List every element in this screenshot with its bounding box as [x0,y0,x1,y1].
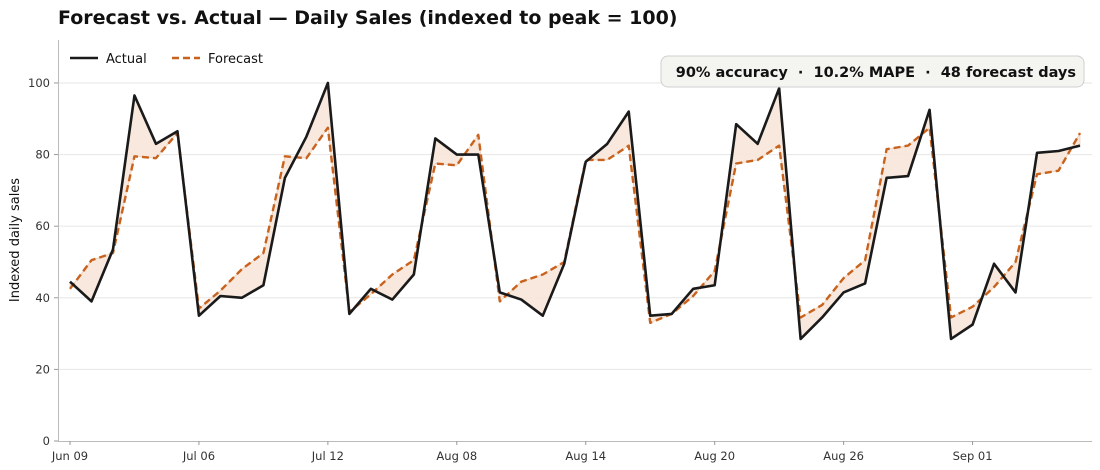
legend-label-forecast: Forecast [208,52,263,67]
y-tick-label: 100 [28,76,50,90]
legend-label-actual: Actual [106,52,147,67]
x-tick-label: Aug 08 [436,449,477,463]
y-tick-label: 40 [35,291,50,305]
y-axis-ticks: 0 20 40 60 80 100 [28,76,58,448]
x-tick-label: Jul 06 [182,449,215,463]
grid-lines [58,82,1092,370]
y-tick-label: 0 [43,434,50,448]
chart-title: Forecast vs. Actual — Daily Sales (index… [58,7,677,29]
y-tick-label: 60 [35,219,50,233]
x-tick-label: Sep 01 [953,449,993,463]
y-tick-label: 20 [35,362,50,376]
x-tick-label: Jun 09 [51,449,88,463]
accuracy-badge: 90% accuracy · 10.2% MAPE · 48 forecast … [660,55,1085,88]
series-line-actual [69,81,1081,341]
y-axis-label: Indexed daily sales [8,178,23,302]
y-tick-label: 80 [35,148,50,162]
legend: Actual Forecast [70,52,263,67]
x-tick-label: Aug 26 [823,449,864,463]
accuracy-badge-box [660,55,1085,88]
x-axis-ticks: Jun 09 Jul 06 Jul 12 Aug 08 Aug 14 Aug 20 Aug … [51,441,993,463]
x-tick-label: Aug 14 [565,449,606,463]
x-tick-label: Aug 20 [694,449,735,463]
series-lines [69,81,1082,341]
x-tick-label: Jul 12 [311,449,344,463]
accuracy-badge-text: 90% accuracy · 10.2% MAPE · 48 forecast … [676,65,1076,81]
